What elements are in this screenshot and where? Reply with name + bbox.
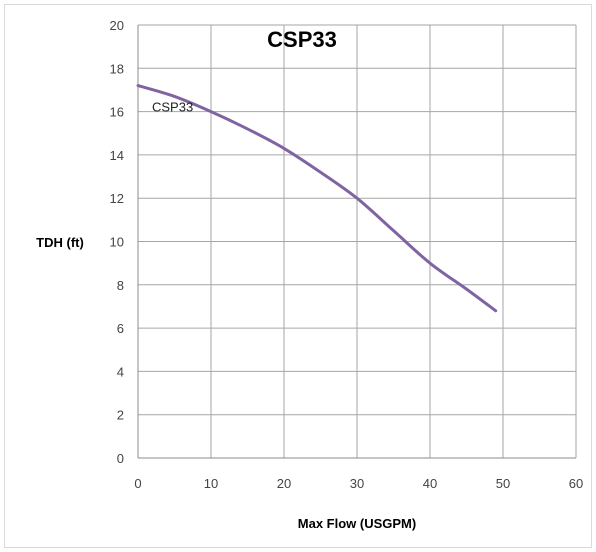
chart-title: CSP33 bbox=[267, 27, 337, 52]
x-axis-label: Max Flow (USGPM) bbox=[298, 516, 416, 531]
x-tick-labels: 0 10 20 30 40 50 60 bbox=[134, 476, 583, 491]
y-tick-label: 20 bbox=[110, 18, 124, 33]
y-tick-label: 6 bbox=[117, 321, 124, 336]
y-axis-label: TDH (ft) bbox=[36, 235, 84, 250]
x-tick-label: 10 bbox=[204, 476, 218, 491]
x-tick-label: 20 bbox=[277, 476, 291, 491]
series-label: CSP33 bbox=[152, 100, 193, 115]
series-line bbox=[136, 84, 498, 313]
y-tick-label: 8 bbox=[117, 278, 124, 293]
x-tick-label: 30 bbox=[350, 476, 364, 491]
y-tick-label: 12 bbox=[110, 191, 124, 206]
y-tick-label: 16 bbox=[110, 105, 124, 120]
chart-border bbox=[4, 4, 592, 548]
y-tick-label: 10 bbox=[110, 235, 124, 250]
y-tick-label: 0 bbox=[117, 451, 124, 466]
x-tick-label: 50 bbox=[496, 476, 510, 491]
y-tick-label: 2 bbox=[117, 408, 124, 423]
x-tick-label: 0 bbox=[134, 476, 141, 491]
x-tick-label: 60 bbox=[569, 476, 583, 491]
x-tick-label: 40 bbox=[423, 476, 437, 491]
y-tick-labels: 0 2 4 6 8 10 12 14 16 18 20 bbox=[110, 18, 124, 466]
y-tick-label: 18 bbox=[110, 61, 124, 76]
y-tick-label: 14 bbox=[110, 148, 124, 163]
series-layer: CSP33 bbox=[136, 84, 498, 313]
y-tick-label: 4 bbox=[117, 364, 124, 379]
